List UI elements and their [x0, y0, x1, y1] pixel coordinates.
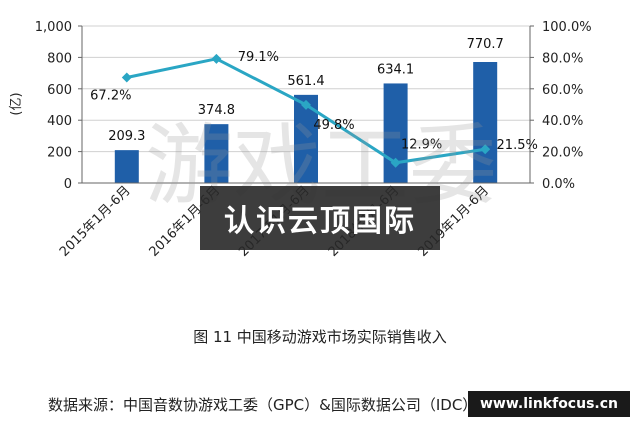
data-labels: 209.3 374.8 561.4 634.1 770.7 67.2% 79.1% 49.8%… [90, 37, 538, 153]
figure-caption: 图 11 中国移动游戏市场实际销售收入 [193, 328, 447, 346]
y2-tick-label: 60.0% [542, 83, 583, 98]
bar [473, 62, 498, 183]
bar-label: 209.3 [108, 129, 145, 144]
bar-label: 374.8 [198, 103, 235, 118]
chart: 0 0.0% 200 20.0% 400 40.0% 600 60.0% 800 80.0% 1,0… [9, 20, 592, 260]
y-axis-label: (亿) [9, 92, 24, 115]
line-label: 49.8% [313, 118, 354, 133]
y-tick-label: 400 [47, 114, 72, 129]
bar [114, 150, 139, 183]
growth-line [121, 53, 491, 168]
overlay-banner: 认识云顶国际 [200, 186, 440, 250]
y2-tick-label: 100.0% [542, 20, 592, 35]
y-tick-label: 800 [47, 51, 72, 66]
y2-tick-label: 20.0% [542, 146, 583, 161]
bar-label: 770.7 [467, 37, 504, 52]
line-label: 21.5% [497, 138, 538, 153]
site-watermark[interactable]: www.linkfocus.cn [468, 391, 630, 417]
y-tick-label: 1,000 [35, 20, 72, 35]
bar [204, 124, 229, 183]
line-marker [121, 72, 132, 83]
bar-label: 634.1 [377, 62, 414, 77]
line-marker [211, 53, 222, 64]
gridlines [82, 25, 530, 153]
y-tick-label: 200 [47, 146, 72, 161]
y2-tick-label: 40.0% [542, 114, 583, 129]
bar-label: 561.4 [287, 74, 324, 89]
line-marker [390, 157, 401, 168]
line-label: 12.9% [401, 138, 442, 153]
line-marker [480, 144, 491, 155]
line-label: 79.1% [238, 50, 279, 65]
line-marker [301, 99, 311, 110]
x-tick-label: 2015年1月-6月 [57, 183, 134, 260]
data-source: 数据来源：中国音数协游戏工委（GPC）&国际数据公司（IDC） [48, 396, 478, 414]
bars [114, 62, 498, 183]
y-tick-label: 600 [47, 83, 72, 98]
line-label: 67.2% [90, 88, 131, 103]
y2-tick-label: 0.0% [542, 177, 575, 192]
bar [383, 83, 408, 183]
y2-tick-label: 80.0% [542, 51, 583, 66]
y-tick-label: 0 [64, 177, 72, 192]
